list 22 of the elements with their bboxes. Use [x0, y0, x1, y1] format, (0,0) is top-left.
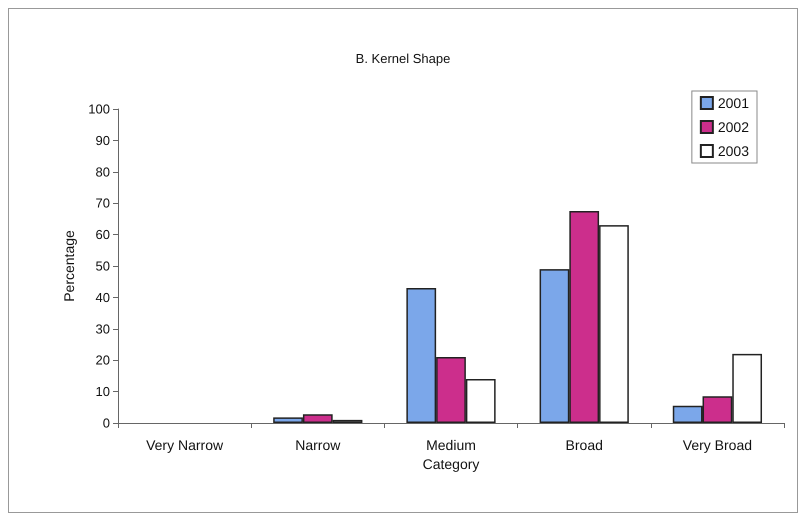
y-tick-label: 40 [96, 290, 110, 305]
y-tick-label: 90 [96, 132, 110, 148]
y-tick-label: 0 [102, 416, 110, 430]
y-tick-label: 30 [96, 321, 110, 336]
y-tick-label: 70 [96, 196, 110, 211]
legend-label: 2001 [718, 95, 750, 111]
y-tick-label: 80 [96, 164, 110, 180]
x-tick-label: Medium [426, 437, 476, 453]
legend-label: 2002 [718, 119, 750, 135]
x-tick-label: Narrow [295, 437, 342, 453]
x-tick-label: Very Broad [682, 437, 752, 453]
x-axis-title: Category [422, 456, 480, 472]
chart-title: B. Kernel Shape [356, 51, 450, 66]
y-axis-title: Percentage [61, 230, 77, 302]
y-tick-label: 100 [88, 102, 110, 116]
y-tick-label: 10 [96, 384, 110, 400]
x-tick-label: Very Narrow [146, 437, 224, 453]
y-tick-label: 50 [96, 258, 110, 274]
y-tick-label: 60 [96, 227, 110, 242]
y-tick-label: 20 [96, 352, 110, 368]
legend-label: 2003 [718, 143, 750, 159]
x-tick-label: Broad [566, 437, 603, 453]
